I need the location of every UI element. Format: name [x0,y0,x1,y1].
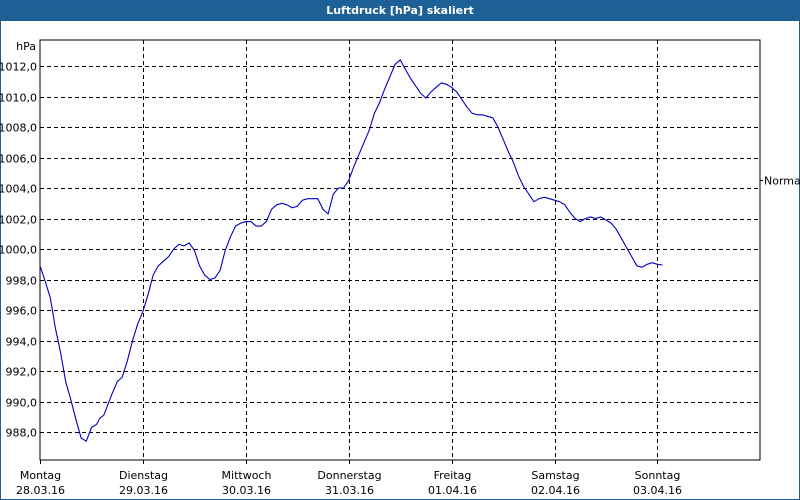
y-tick-label: 996,0 [6,305,38,318]
x-tick-day-label: Donnerstag [317,469,381,482]
x-tick-date-label: 29.03.16 [119,484,168,497]
x-tick-day-label: Sonntag [635,469,681,482]
x-tick-date-label: 28.03.16 [16,484,65,497]
y-tick-label: 1002,0 [0,214,37,227]
y-tick-label: 998,0 [6,275,38,288]
grid-lines [40,40,760,460]
x-tick-day-label: Freitag [434,469,472,482]
x-tick-day-label: Samstag [531,469,579,482]
x-tick-date-label: 30.03.16 [222,484,271,497]
y-tick-label: 1012,0 [0,61,37,74]
y-axis-unit-label: hPa [16,40,36,53]
y-tick-label: 990,0 [6,397,38,410]
y-tick-label: 994,0 [6,336,38,349]
y-tick-label: 1000,0 [0,244,37,257]
y-tick-label: 988,0 [6,427,38,440]
y-tick-label: 992,0 [6,366,38,379]
plot-frame [39,39,761,461]
y-tick-label: 1008,0 [0,122,37,135]
y-tick-label: 1010,0 [0,92,37,105]
x-tick-day-label: Dienstag [119,469,168,482]
x-tick-day-label: Mittwoch [222,469,272,482]
normal-reference-marker: Normal [760,175,800,188]
normal-label: Normal [764,175,800,188]
pressure-series-line [39,59,663,443]
y-tick-label: 1006,0 [0,153,37,166]
x-tick-date-label: 02.04.16 [531,484,580,497]
x-tick-date-label: 31.03.16 [325,484,374,497]
x-tick-day-label: Montag [20,469,61,482]
x-axis: Montag 28.03.16 Dienstag 29.03.16 Mittwoch 30… [16,460,682,497]
x-tick-date-label: 03.04.16 [633,484,682,497]
chart-title: Luftdruck [hPa] skaliert [1,1,799,21]
x-tick-date-label: 01.04.16 [428,484,477,497]
y-tick-label: 1004,0 [0,183,37,196]
y-axis: hPa 988,0 990,0 992,0 994,0 996,0 998,0 1000,0 1… [0,40,37,440]
